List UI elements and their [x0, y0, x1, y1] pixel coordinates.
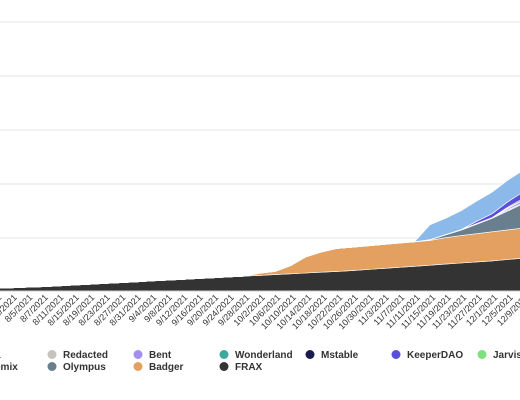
legend-item-olympus[interactable]: Olympus	[47, 362, 107, 373]
legend-label: Olympus	[63, 362, 106, 373]
series-area-unlabeled-9	[0, 172, 520, 289]
legend-label: FRAX	[235, 362, 263, 373]
legend-item-wonderland[interactable]: Wonderland	[219, 350, 293, 361]
legend-marker	[391, 350, 401, 359]
legend-label: Badger	[149, 362, 184, 373]
legend-item-mstable[interactable]: Mstable	[305, 350, 359, 361]
legend-marker	[219, 362, 229, 371]
legend: a Redacted Bent Wonderland Mstable KeeperDAO J…	[0, 350, 520, 373]
legend-item-a[interactable]: a	[0, 350, 1, 361]
legend-label: Jarvis	[493, 350, 520, 361]
legend-item-frax[interactable]: FRAX	[219, 362, 263, 373]
legend-marker	[133, 362, 143, 371]
legend-item-badger[interactable]: Badger	[133, 362, 184, 373]
legend-label: Redacted	[63, 350, 108, 361]
legend-marker	[47, 362, 57, 371]
legend-item-bent[interactable]: Bent	[133, 350, 172, 361]
legend-label: a	[0, 350, 1, 361]
legend-marker	[477, 350, 487, 359]
legend-marker	[133, 350, 143, 359]
legend-item-jarvis[interactable]: Jarvis	[477, 350, 520, 361]
legend-label: Bent	[149, 350, 172, 361]
x-axis-ticks: 8/1/20218/3/20218/5/20218/7/20218/11/202…	[0, 292, 520, 331]
legend-marker	[219, 350, 229, 359]
legend-label: emix	[0, 362, 18, 373]
legend-label: Wonderland	[235, 350, 293, 361]
legend-label: Mstable	[321, 350, 359, 361]
legend-item-keeperdao[interactable]: KeeperDAO	[391, 350, 464, 361]
legend-item-redacted[interactable]: Redacted	[47, 350, 109, 361]
legend-item-emix[interactable]: emix	[0, 362, 18, 373]
legend-marker	[47, 350, 57, 359]
legend-marker	[305, 350, 315, 359]
legend-label: KeeperDAO	[407, 350, 463, 361]
series-areas	[0, 172, 520, 292]
grid	[0, 21, 520, 239]
